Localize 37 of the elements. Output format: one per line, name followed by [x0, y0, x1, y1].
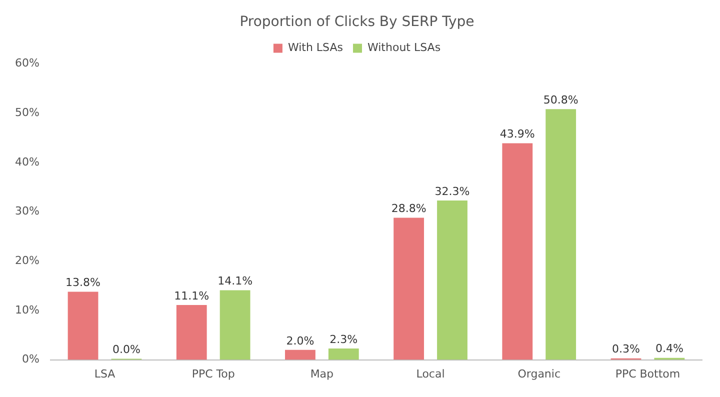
y-tick-label: 50%: [14, 106, 40, 119]
y-tick-label: 60%: [14, 56, 40, 70]
data-label: 28.8%: [391, 202, 426, 216]
x-tick-label: PPC Top: [192, 367, 235, 380]
y-tick-label: 0%: [22, 352, 40, 366]
bar: [437, 200, 468, 360]
bar: [220, 290, 250, 360]
data-label: 0.4%: [655, 342, 684, 356]
data-label: 2.3%: [330, 332, 358, 346]
x-tick-label: Map: [310, 367, 334, 380]
bar: [328, 348, 359, 360]
bar: [394, 218, 424, 360]
bar: [285, 350, 316, 360]
data-label: 32.3%: [434, 184, 470, 198]
data-label: 0.0%: [112, 343, 140, 356]
bar: [502, 143, 533, 360]
bar: [68, 292, 98, 360]
data-label: 13.8%: [66, 276, 101, 290]
chart-title: Proportion of Clicks By SERP Type: [240, 14, 474, 30]
x-tick-label: Organic: [518, 367, 561, 380]
y-tick-label: 10%: [14, 303, 40, 316]
legend-label: Without LSAs: [367, 41, 441, 54]
y-tick-label: 30%: [14, 204, 40, 218]
data-label: 43.9%: [500, 128, 535, 141]
legend-label: With LSAs: [288, 41, 344, 54]
y-tick-label: 40%: [14, 155, 40, 168]
data-label: 11.1%: [174, 289, 210, 302]
x-tick-label: PPC Bottom: [615, 367, 680, 380]
x-tick-label: LSA: [94, 367, 116, 380]
data-label: 0.3%: [612, 342, 640, 356]
bar: [176, 305, 207, 360]
y-tick-label: 20%: [14, 254, 40, 267]
data-label: 2.0%: [286, 334, 314, 348]
x-tick-label: Local: [416, 367, 445, 380]
data-label: 14.1%: [218, 274, 253, 288]
bar: [546, 109, 576, 360]
data-label: 50.8%: [543, 94, 578, 107]
